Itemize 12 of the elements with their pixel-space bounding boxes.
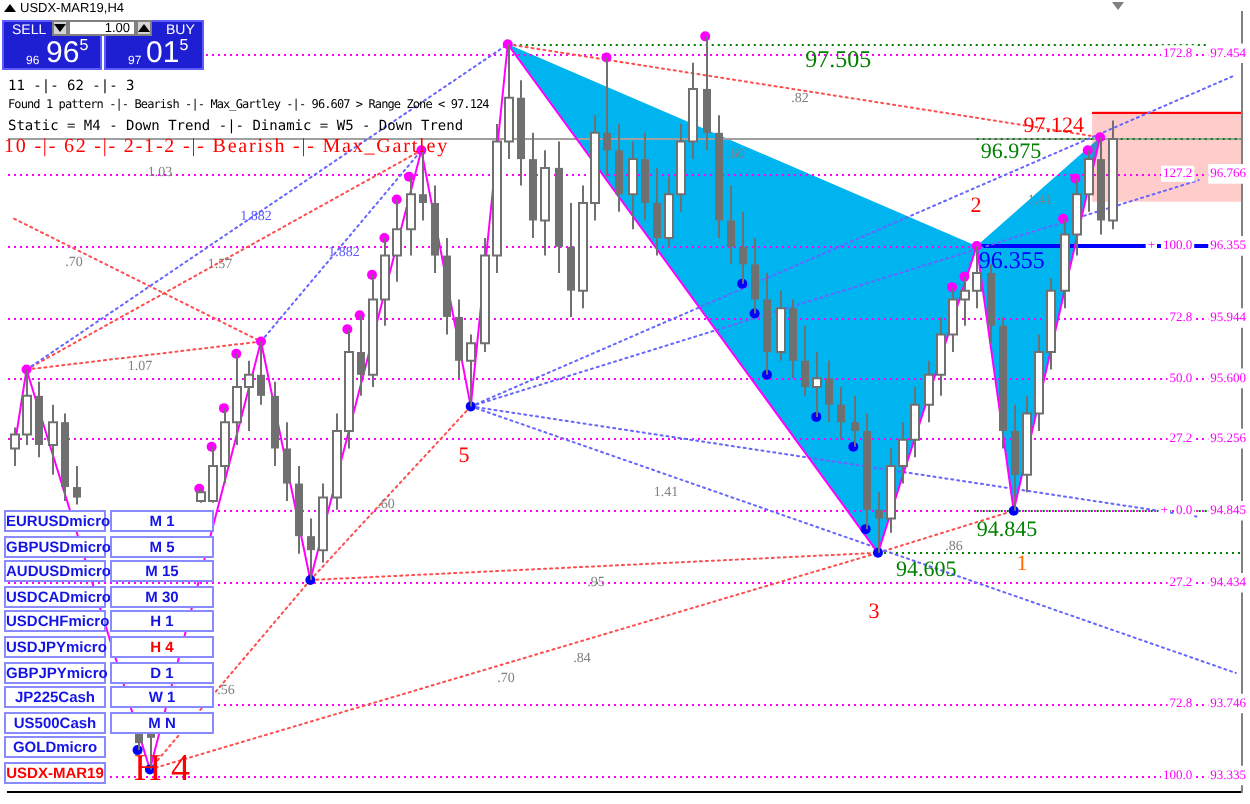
ref-line-label: 96.355 <box>978 246 1045 275</box>
ref-line-label: 97.505 <box>805 44 872 73</box>
ref-line-label: 94.605 <box>895 557 958 582</box>
annotation: 2 <box>970 194 982 218</box>
ref-line-label: 96.975 <box>980 139 1043 164</box>
annotation: 01$^{5}$ <box>146 36 189 70</box>
annotation: 96$^{5}$ <box>46 36 89 70</box>
annotation: 5 <box>458 444 470 468</box>
annotation: 3 <box>868 600 880 624</box>
ref-line-label: 94.845 <box>976 517 1039 542</box>
ref-line-label: 97.124 <box>1023 113 1086 138</box>
annotation: 1 <box>1016 552 1028 576</box>
